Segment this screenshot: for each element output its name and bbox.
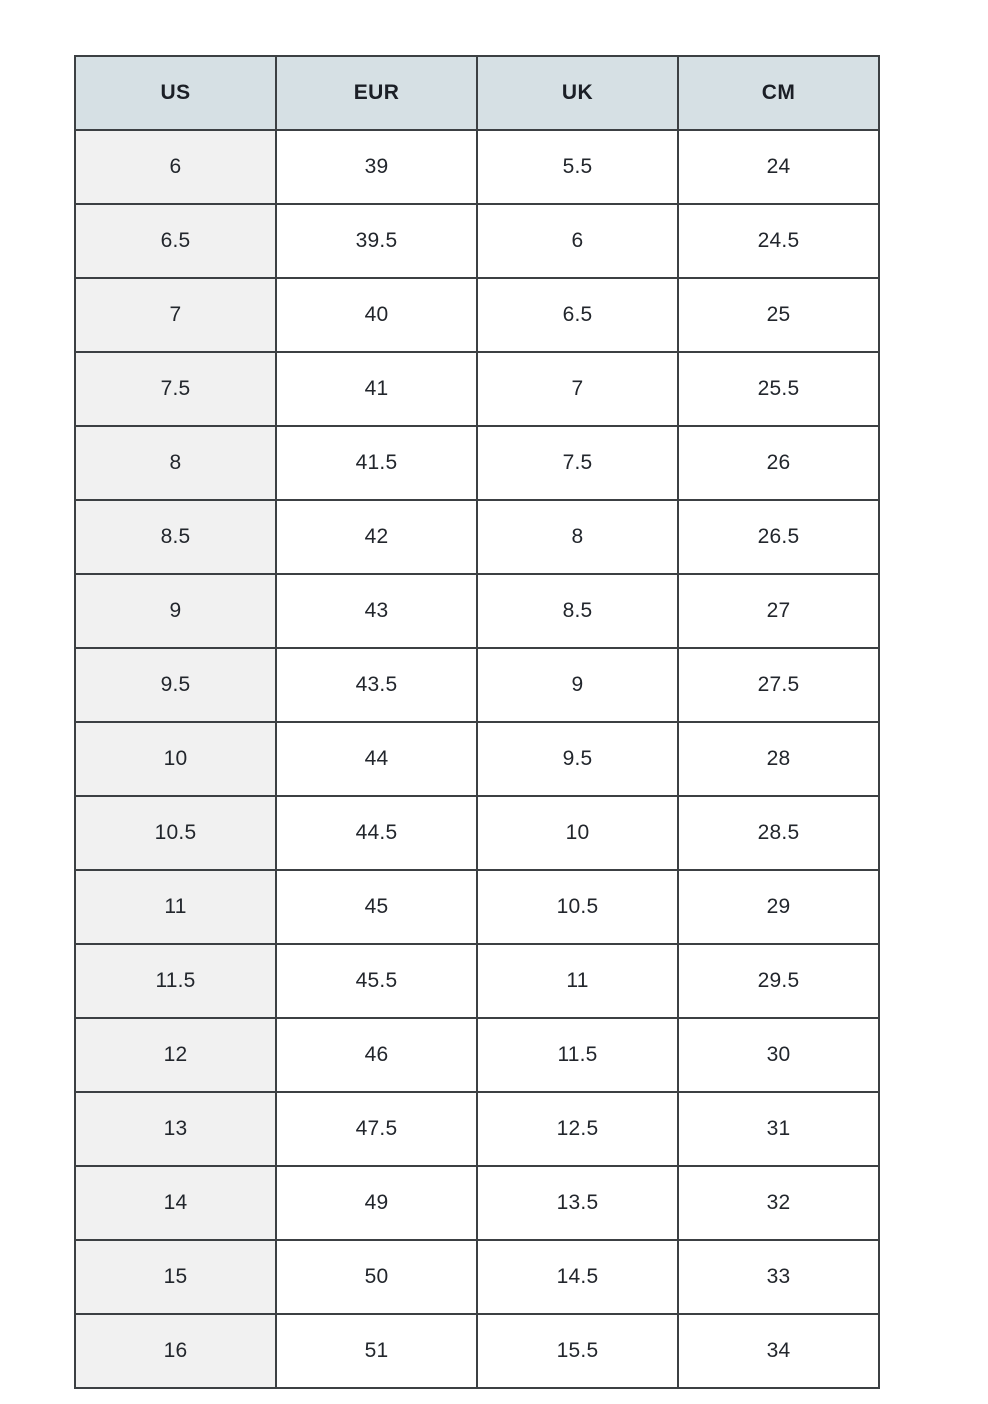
cell-uk: 11.5: [476, 1017, 679, 1093]
cell-cm: 29.5: [677, 943, 880, 1019]
table-header-row: US EUR UK CM: [74, 55, 880, 131]
table-row: 8.5 42 8 26.5: [74, 499, 880, 575]
cell-cm: 33: [677, 1239, 880, 1315]
size-conversion-table-container: US EUR UK CM 6 39 5.5 24 6.5 39.5 6 24.5: [74, 55, 880, 1389]
cell-eur: 41.5: [275, 425, 478, 501]
cell-cm: 27: [677, 573, 880, 649]
cell-cm: 29: [677, 869, 880, 945]
cell-uk: 9.5: [476, 721, 679, 797]
cell-cm: 31: [677, 1091, 880, 1167]
cell-cm: 24.5: [677, 203, 880, 279]
table-row: 9.5 43.5 9 27.5: [74, 647, 880, 723]
size-conversion-table: US EUR UK CM 6 39 5.5 24 6.5 39.5 6 24.5: [74, 55, 880, 1389]
cell-cm: 26: [677, 425, 880, 501]
table-row: 15 50 14.5 33: [74, 1239, 880, 1315]
cell-eur: 39.5: [275, 203, 478, 279]
cell-uk: 7: [476, 351, 679, 427]
table-row: 13 47.5 12.5 31: [74, 1091, 880, 1167]
cell-us: 10: [74, 721, 277, 797]
cell-us: 12: [74, 1017, 277, 1093]
cell-eur: 44.5: [275, 795, 478, 871]
cell-us: 9.5: [74, 647, 277, 723]
cell-us: 9: [74, 573, 277, 649]
cell-eur: 39: [275, 129, 478, 205]
cell-cm: 27.5: [677, 647, 880, 723]
cell-uk: 14.5: [476, 1239, 679, 1315]
cell-cm: 25.5: [677, 351, 880, 427]
cell-us: 10.5: [74, 795, 277, 871]
cell-eur: 46: [275, 1017, 478, 1093]
cell-uk: 9: [476, 647, 679, 723]
cell-us: 15: [74, 1239, 277, 1315]
cell-uk: 10: [476, 795, 679, 871]
cell-cm: 28.5: [677, 795, 880, 871]
cell-us: 8.5: [74, 499, 277, 575]
table-row: 9 43 8.5 27: [74, 573, 880, 649]
cell-eur: 40: [275, 277, 478, 353]
cell-cm: 28: [677, 721, 880, 797]
table-body: 6 39 5.5 24 6.5 39.5 6 24.5 7 40 6.5 25: [74, 129, 880, 1389]
cell-cm: 25: [677, 277, 880, 353]
cell-cm: 34: [677, 1313, 880, 1389]
cell-uk: 11: [476, 943, 679, 1019]
table-row: 11 45 10.5 29: [74, 869, 880, 945]
cell-uk: 15.5: [476, 1313, 679, 1389]
cell-uk: 6.5: [476, 277, 679, 353]
cell-eur: 51: [275, 1313, 478, 1389]
table-row: 10.5 44.5 10 28.5: [74, 795, 880, 871]
table-row: 6 39 5.5 24: [74, 129, 880, 205]
cell-uk: 8.5: [476, 573, 679, 649]
cell-us: 16: [74, 1313, 277, 1389]
cell-uk: 7.5: [476, 425, 679, 501]
column-header-us: US: [74, 55, 277, 131]
cell-us: 7: [74, 277, 277, 353]
table-row: 8 41.5 7.5 26: [74, 425, 880, 501]
cell-uk: 8: [476, 499, 679, 575]
cell-eur: 41: [275, 351, 478, 427]
cell-us: 11: [74, 869, 277, 945]
table-row: 7.5 41 7 25.5: [74, 351, 880, 427]
column-header-eur: EUR: [275, 55, 478, 131]
cell-eur: 42: [275, 499, 478, 575]
cell-us: 6: [74, 129, 277, 205]
cell-cm: 32: [677, 1165, 880, 1241]
table-row: 6.5 39.5 6 24.5: [74, 203, 880, 279]
cell-uk: 6: [476, 203, 679, 279]
table-row: 10 44 9.5 28: [74, 721, 880, 797]
cell-eur: 44: [275, 721, 478, 797]
cell-us: 14: [74, 1165, 277, 1241]
cell-cm: 26.5: [677, 499, 880, 575]
cell-eur: 45.5: [275, 943, 478, 1019]
cell-eur: 49: [275, 1165, 478, 1241]
cell-uk: 13.5: [476, 1165, 679, 1241]
table-row: 16 51 15.5 34: [74, 1313, 880, 1389]
cell-us: 6.5: [74, 203, 277, 279]
cell-uk: 12.5: [476, 1091, 679, 1167]
cell-uk: 5.5: [476, 129, 679, 205]
cell-us: 8: [74, 425, 277, 501]
table-row: 12 46 11.5 30: [74, 1017, 880, 1093]
table-row: 7 40 6.5 25: [74, 277, 880, 353]
cell-cm: 30: [677, 1017, 880, 1093]
cell-eur: 47.5: [275, 1091, 478, 1167]
cell-eur: 43.5: [275, 647, 478, 723]
cell-eur: 50: [275, 1239, 478, 1315]
cell-eur: 45: [275, 869, 478, 945]
cell-uk: 10.5: [476, 869, 679, 945]
column-header-cm: CM: [677, 55, 880, 131]
cell-us: 7.5: [74, 351, 277, 427]
cell-eur: 43: [275, 573, 478, 649]
table-row: 11.5 45.5 11 29.5: [74, 943, 880, 1019]
cell-us: 13: [74, 1091, 277, 1167]
cell-us: 11.5: [74, 943, 277, 1019]
table-row: 14 49 13.5 32: [74, 1165, 880, 1241]
column-header-uk: UK: [476, 55, 679, 131]
table-header: US EUR UK CM: [74, 55, 880, 131]
cell-cm: 24: [677, 129, 880, 205]
